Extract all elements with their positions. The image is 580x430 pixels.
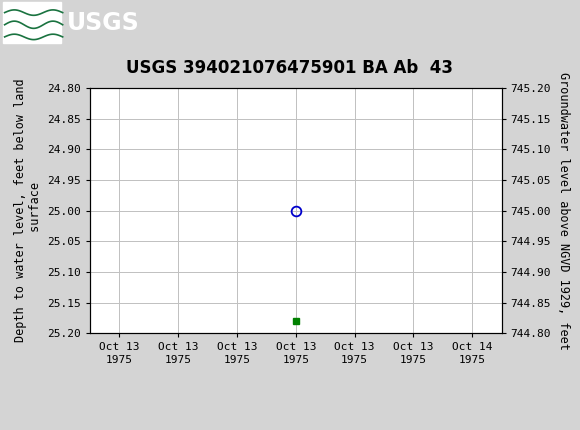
- FancyBboxPatch shape: [3, 2, 61, 43]
- Text: USGS 394021076475901 BA Ab  43: USGS 394021076475901 BA Ab 43: [126, 59, 454, 77]
- Y-axis label: Groundwater level above NGVD 1929, feet: Groundwater level above NGVD 1929, feet: [557, 72, 570, 350]
- Text: USGS: USGS: [67, 10, 139, 34]
- Y-axis label: Depth to water level, feet below land
 surface: Depth to water level, feet below land su…: [13, 79, 42, 342]
